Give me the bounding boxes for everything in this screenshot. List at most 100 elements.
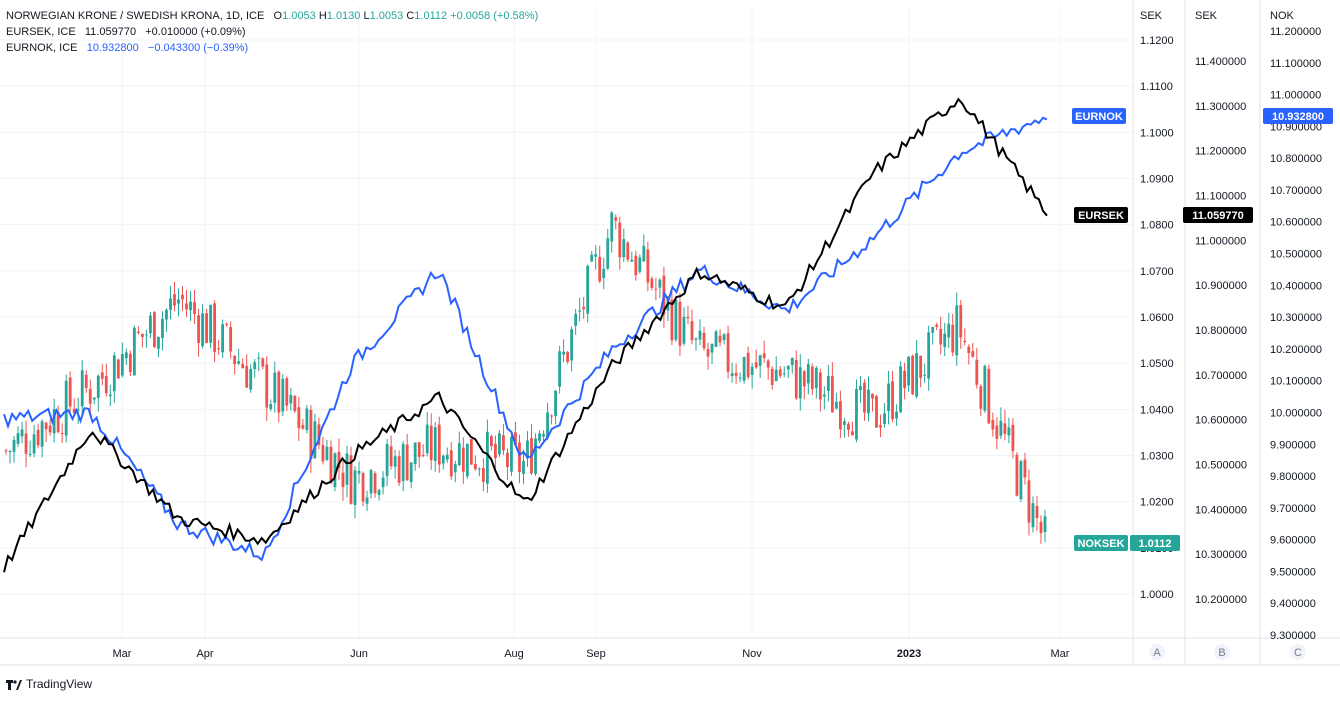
axis-c-tick: 11.100000 bbox=[1270, 58, 1321, 70]
x-axis-tick: Nov bbox=[742, 648, 762, 660]
legend-main-title: NORWEGIAN KRONE / SWEDISH KRONA, 1D, ICE bbox=[6, 10, 265, 22]
candle-body bbox=[935, 324, 939, 327]
candle-body bbox=[987, 368, 991, 424]
candle-body bbox=[738, 377, 742, 379]
legend-close-label: C bbox=[406, 10, 415, 22]
candle-body bbox=[1007, 427, 1011, 436]
candle-body bbox=[345, 453, 349, 485]
candle-body bbox=[169, 298, 172, 310]
eurnok-tag-label: EURNOK bbox=[1075, 111, 1123, 123]
axis-b-header: SEK bbox=[1195, 10, 1218, 22]
candle-body bbox=[606, 238, 610, 269]
candle-body bbox=[285, 378, 289, 406]
candle-body bbox=[24, 433, 28, 454]
candle-body bbox=[393, 456, 397, 467]
axis-c-footer: C bbox=[1294, 647, 1302, 659]
tradingview-brand[interactable]: TradingView bbox=[6, 677, 92, 691]
axis-c-tick: 9.500000 bbox=[1270, 566, 1316, 578]
candle-body bbox=[465, 443, 469, 477]
candle-body bbox=[702, 332, 706, 349]
candle-body bbox=[1015, 454, 1019, 496]
candle-body bbox=[88, 388, 92, 404]
candle-body bbox=[333, 453, 337, 488]
candle-body bbox=[654, 288, 658, 290]
candle-body bbox=[951, 324, 955, 353]
candle-body bbox=[626, 242, 630, 260]
candle-body bbox=[798, 367, 802, 399]
candle-body bbox=[377, 490, 381, 495]
candle-body bbox=[205, 313, 208, 343]
candle-body bbox=[213, 303, 217, 352]
axis-b-footer: B bbox=[1218, 647, 1225, 659]
candle-body bbox=[265, 364, 269, 408]
candle-body bbox=[72, 408, 76, 414]
x-axis-tick: Jun bbox=[350, 648, 368, 660]
candle-body bbox=[546, 412, 549, 438]
candle-body bbox=[48, 425, 52, 433]
candle-body bbox=[843, 421, 846, 425]
candle-body bbox=[710, 343, 714, 353]
candle-body bbox=[706, 349, 710, 357]
eursek-tag-label: EURSEK bbox=[1078, 210, 1124, 222]
axis-c-tick: 9.300000 bbox=[1270, 630, 1316, 642]
candle-body bbox=[502, 435, 505, 451]
candle-body bbox=[341, 472, 345, 488]
candle-body bbox=[871, 393, 874, 399]
candle-body bbox=[32, 434, 36, 454]
candle-body bbox=[365, 497, 369, 504]
candle-body bbox=[197, 315, 200, 344]
candle-body bbox=[100, 372, 104, 379]
candle-body bbox=[261, 358, 265, 367]
candle-body bbox=[173, 294, 176, 306]
eursek-line bbox=[3, 97, 1048, 573]
eurnok-tag-value-bg bbox=[1263, 108, 1333, 124]
candle-body bbox=[550, 415, 553, 417]
candle-body bbox=[518, 442, 521, 473]
candle-body bbox=[959, 305, 963, 338]
legend-eursek[interactable]: EURSEK, ICE 11.059770 +0.010000 (+0.09%) bbox=[6, 24, 538, 40]
candle-body bbox=[349, 455, 353, 504]
candle-body bbox=[385, 443, 389, 476]
legend-change: +0.0058 (+0.58%) bbox=[450, 10, 539, 22]
candle-body bbox=[76, 409, 80, 411]
candle-body bbox=[947, 323, 951, 338]
legend-high-value: 1.0130 bbox=[326, 10, 361, 22]
candle-body bbox=[855, 388, 858, 440]
noksek-tag-value: 1.0112 bbox=[1138, 538, 1171, 550]
candle-body bbox=[177, 299, 180, 304]
x-axis-tick: Aug bbox=[504, 648, 524, 660]
candle-body bbox=[241, 363, 245, 369]
legend-high-label: H bbox=[318, 10, 327, 22]
legend-eursek-value: 11.059770 bbox=[84, 26, 137, 38]
axis-b-tick: 11.000000 bbox=[1195, 235, 1246, 247]
candle-body bbox=[538, 433, 541, 441]
candle-body bbox=[670, 299, 674, 341]
candle-body bbox=[441, 455, 445, 464]
candle-body bbox=[337, 451, 341, 469]
axis-a-footer-bg bbox=[1149, 644, 1165, 660]
legend-main[interactable]: NORWEGIAN KRONE / SWEDISH KRONA, 1D, ICE… bbox=[6, 8, 538, 24]
candle-body bbox=[317, 424, 321, 445]
axis-a-tick: 1.0900 bbox=[1140, 174, 1174, 186]
candle-body bbox=[453, 464, 457, 473]
candle-body bbox=[481, 467, 485, 482]
candle-body bbox=[485, 431, 489, 484]
axis-b-tick: 10.800000 bbox=[1195, 325, 1247, 337]
legend-eurnok[interactable]: EURNOK, ICE 10.932800 −0.043300 (−0.39%) bbox=[6, 40, 538, 56]
candle-body bbox=[389, 446, 393, 467]
axis-a-tick: 1.0300 bbox=[1140, 451, 1174, 463]
candle-body bbox=[64, 380, 68, 436]
axis-c-tick: 9.700000 bbox=[1270, 503, 1316, 515]
candle-body bbox=[421, 454, 425, 457]
candle-body bbox=[293, 395, 297, 412]
candle-body bbox=[189, 301, 192, 311]
candle-body bbox=[36, 429, 40, 446]
candle-body bbox=[534, 438, 537, 474]
candle-body bbox=[44, 422, 48, 430]
candle-body bbox=[20, 429, 24, 437]
candle-body bbox=[353, 470, 357, 505]
candle-body bbox=[614, 217, 618, 221]
candle-body bbox=[457, 443, 461, 466]
eurnok-tag-label-bg bbox=[1072, 108, 1126, 124]
